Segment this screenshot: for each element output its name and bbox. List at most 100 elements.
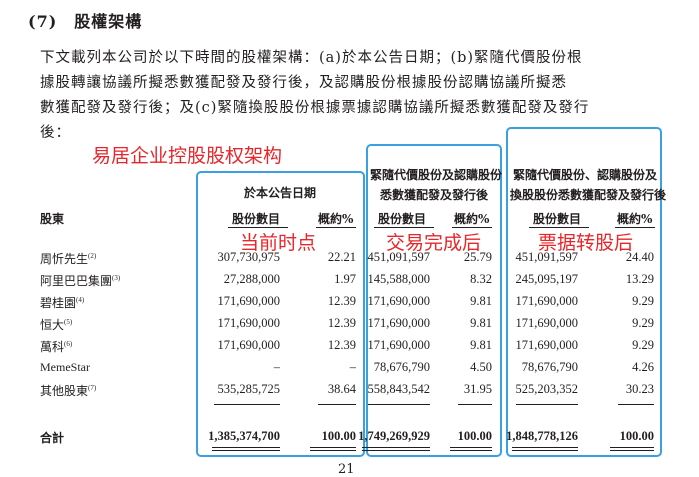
intro-line-2: 據股轉讓協議所擬悉數獲配發及發行後，及認購股份根據股份認購協議所擬悉 xyxy=(40,75,567,91)
double-underline xyxy=(512,450,578,451)
table-cell: 171,690,000 xyxy=(367,294,431,308)
total-shares-conversion: 1,848,778,126 xyxy=(506,429,578,443)
table-cell: 145,588,000 xyxy=(367,272,431,286)
double-underline xyxy=(310,450,356,451)
double-underline xyxy=(362,447,430,448)
intro-line-3: 數獲配發及發行後；及(c)緊隨換股股份根據票據認購協議所擬悉數獲配發及發行 xyxy=(40,100,590,116)
shareholder-label: 其他股東 xyxy=(40,384,89,398)
subtotal-line xyxy=(318,404,356,405)
annotation-after-transaction: 交易完成后 xyxy=(386,232,482,254)
table-cell: 245,095,197 xyxy=(515,272,579,286)
table-cell: 9.81 xyxy=(470,316,492,330)
table-cell: 4.50 xyxy=(470,360,492,374)
annotation-after-conversion: 票据转股后 xyxy=(538,232,634,254)
highlight-box-current xyxy=(196,171,365,457)
table-cell: 451,091,597 xyxy=(367,250,431,264)
table-cell: 78,676,790 xyxy=(521,360,578,374)
highlight-box-after-conversion xyxy=(506,127,662,457)
intro-line-4: 後： xyxy=(40,125,71,141)
table-cell: 31.95 xyxy=(463,382,492,396)
total-pct-transaction: 100.00 xyxy=(457,429,492,443)
table-cell: 22.21 xyxy=(327,250,356,264)
table-cell: 9.29 xyxy=(632,338,654,352)
total-pct-conversion: 100.00 xyxy=(619,429,654,443)
shareholder-name: 阿里巴巴集團(3) xyxy=(40,272,120,289)
section-heading: (7) 股權架構 xyxy=(28,12,143,31)
double-underline xyxy=(610,447,654,448)
subtotal-line xyxy=(618,404,654,405)
annotation-current: 当前时点 xyxy=(240,232,317,254)
page-number: 21 xyxy=(338,462,355,477)
shareholder-name: 周忻先生(2) xyxy=(40,250,96,267)
footnote-marker: (6) xyxy=(64,340,73,348)
double-underline xyxy=(212,450,280,451)
table-cell: 171,690,000 xyxy=(515,338,579,352)
underline xyxy=(228,227,288,228)
double-underline xyxy=(310,447,356,448)
double-underline xyxy=(362,450,430,451)
table-cell: 1.97 xyxy=(334,272,356,286)
table-cell: 525,203,352 xyxy=(515,382,579,396)
table-cell: – xyxy=(349,360,356,374)
table-cell: 13.29 xyxy=(625,272,654,286)
table-cell: 171,690,000 xyxy=(217,316,281,330)
table-cell: 30.23 xyxy=(625,382,654,396)
table-cell: 171,690,000 xyxy=(217,294,281,308)
table-cell: 9.81 xyxy=(470,294,492,308)
shareholder-label: 阿里巴巴集團 xyxy=(40,274,113,288)
subtotal-line xyxy=(516,404,578,405)
double-underline xyxy=(212,447,280,448)
shareholder-label: 恒大 xyxy=(40,318,65,332)
table-cell: 24.40 xyxy=(625,250,654,264)
table-cell: 171,690,000 xyxy=(515,316,579,330)
footnote-marker: (2) xyxy=(88,252,97,260)
table-cell: 9.29 xyxy=(632,294,654,308)
double-underline xyxy=(450,450,492,451)
underline xyxy=(316,227,356,228)
total-shares-transaction: 1,749,269,929 xyxy=(358,429,430,443)
table-cell: 8.32 xyxy=(470,272,492,286)
group-header-conversion-line2: 換股股份悉數獲配發及發行後 xyxy=(510,188,667,202)
highlight-box-after-transaction xyxy=(366,144,502,457)
subtotal-line xyxy=(214,404,280,405)
underline xyxy=(452,227,492,228)
table-cell: 9.81 xyxy=(470,338,492,352)
shares-label-transaction: 股份數目 xyxy=(378,212,427,226)
table-cell: 12.39 xyxy=(327,316,356,330)
group-header-conversion-line1: 緊隨代價股份、認購股份及 xyxy=(512,168,657,182)
table-cell: 25.79 xyxy=(463,250,492,264)
table-cell: 27,288,000 xyxy=(223,272,280,286)
footnote-marker: (5) xyxy=(64,318,73,326)
group-header-transaction-line1: 緊隨代價股份及認購股份 xyxy=(370,168,503,182)
pct-label-conversion: 概約% xyxy=(617,212,653,226)
footnote-marker: (3) xyxy=(112,274,121,282)
table-cell: 78,676,790 xyxy=(373,360,430,374)
shareholder-header: 股東 xyxy=(40,212,65,226)
annotation-title: 易居企业控股股权架构 xyxy=(92,145,283,167)
group-header-current: 於本公告日期 xyxy=(243,186,316,200)
table-cell: 9.29 xyxy=(632,316,654,330)
total-shares-current: 1,385,374,700 xyxy=(208,429,280,443)
subtotal-line xyxy=(368,404,430,405)
shareholder-label: 萬科 xyxy=(40,340,65,354)
table-cell: – xyxy=(273,360,280,374)
double-underline xyxy=(610,450,654,451)
shares-label-current: 股份數目 xyxy=(232,212,281,226)
shareholder-name: 其他股東(7) xyxy=(40,382,96,399)
total-pct-current: 100.00 xyxy=(321,429,356,443)
table-cell: 171,690,000 xyxy=(367,316,431,330)
underline xyxy=(374,227,434,228)
total-label: 合計 xyxy=(40,431,65,445)
shareholder-label: MemeStar xyxy=(40,360,90,374)
shareholder-name: 恒大(5) xyxy=(40,316,72,333)
table-cell: 451,091,597 xyxy=(515,250,579,264)
underline xyxy=(615,227,655,228)
table-cell: 171,690,000 xyxy=(217,338,281,352)
table-cell: 38.64 xyxy=(327,382,356,396)
underline xyxy=(529,227,589,228)
group-header-transaction-line2: 悉數獲配發及發行後 xyxy=(379,188,488,202)
pct-label-current: 概約% xyxy=(318,212,354,226)
shareholder-name: 碧桂園(4) xyxy=(40,294,84,311)
table-cell: 171,690,000 xyxy=(515,294,579,308)
footnote-marker: (4) xyxy=(76,296,85,304)
